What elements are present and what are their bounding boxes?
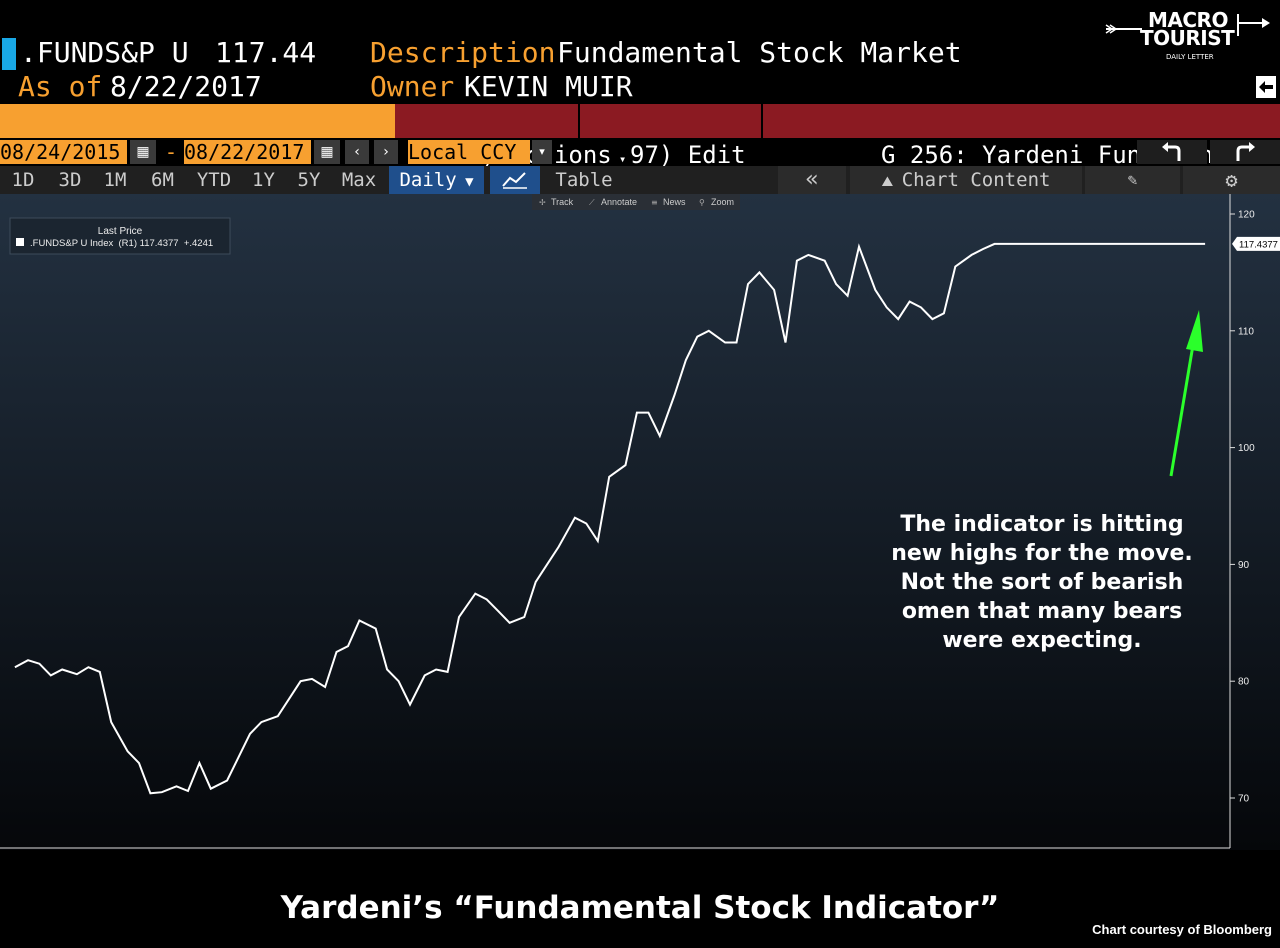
annotation-line: new highs for the move. (891, 541, 1193, 566)
edit-pencil-icon[interactable]: ✎ (1085, 166, 1180, 194)
calendar-start-icon[interactable]: ▦ (130, 140, 156, 164)
toolbar-row-2: 08/24/2015 ▦ - 08/22/2017 ▦ ‹ › Local CC… (0, 138, 1280, 166)
logo-line2: TOURIST (1140, 26, 1235, 50)
end-date-input[interactable]: 08/22/2017 (184, 140, 311, 164)
mini-tool-news: News (663, 197, 686, 207)
ticker-marker (2, 38, 16, 70)
y-tick-label: 120 (1238, 210, 1255, 221)
security-header: .FUNDS&P U 117.44 Description Fundamenta… (0, 0, 1280, 104)
mini-tool-zoom-icon: ⚲ (699, 198, 705, 207)
asof-label: As of (18, 70, 103, 103)
annotation-line: The indicator is hitting (900, 512, 1183, 537)
series-line (14, 242, 1206, 795)
annotation-arrow (1169, 310, 1203, 477)
footer-title: Yardeni’s “Fundamental Stock Indicator” (280, 890, 1000, 926)
mini-toolbar-bg (532, 194, 740, 210)
range-tab-1m[interactable]: 1M (103, 169, 127, 191)
mini-tool-annotate-icon: ⟋ (589, 198, 595, 207)
toolbar-row-1: .FUNDS&P U Index 96) Actions ▾ 97) Edit … (0, 104, 1280, 203)
chevron-left-icon[interactable]: ‹ (345, 140, 369, 164)
graph-title-field[interactable]: G 256: Yardeni Fundamental % (763, 104, 1280, 203)
annotation-line: omen that many bears (902, 599, 1182, 624)
legend-title: Last Price (98, 226, 143, 237)
chart-content-icon: ⛰ (881, 174, 902, 190)
start-date-input[interactable]: 08/24/2015 (0, 140, 127, 164)
actions-caret-icon: ▾ (612, 152, 626, 166)
range-tab-1d[interactable]: 1D (11, 169, 35, 191)
y-axis: 70 80 90 100 110 120 (1230, 210, 1255, 805)
chart-content-button[interactable]: ⛰ Chart Content (850, 166, 1082, 194)
last-price-tag-bg (1232, 236, 1280, 251)
annotation-line: were expecting. (942, 628, 1141, 653)
annotation-line: Not the sort of bearish (901, 570, 1184, 595)
actions-menu[interactable]: 96) Actions ▾ (395, 104, 626, 169)
table-label: Table (555, 169, 613, 191)
arrow-right-icon (1237, 14, 1270, 36)
asof-value: 8/22/2017 (110, 70, 262, 103)
range-tab-max[interactable]: Max (341, 169, 377, 191)
last-value: 117.44 (215, 36, 317, 69)
range-tab-5y[interactable]: 5Y (297, 169, 321, 191)
owner-label: Owner (370, 70, 455, 103)
logo-sub: DAILY LETTER (1166, 53, 1214, 61)
line-chart-icon[interactable] (490, 166, 540, 194)
edit-label: 97) Edit (630, 141, 746, 169)
frequency-value: Daily (399, 169, 457, 191)
range-tab-3d[interactable]: 3D (58, 169, 82, 191)
chart-content-label: Chart Content (901, 169, 1051, 191)
frequency-caret-icon: ▼ (456, 174, 474, 190)
frequency-select[interactable]: Daily ▼ (389, 166, 484, 194)
last-price-tag: 117.4377 (1232, 236, 1280, 251)
mini-tool-zoom: Zoom (711, 197, 734, 207)
currency-select[interactable]: Local CCY (408, 140, 530, 164)
arrow-left-icon (1105, 24, 1142, 34)
range-tab-ytd[interactable]: YTD (196, 169, 232, 191)
legend-box: Last Price .FUNDS&P U Index (R1) 117.437… (9, 217, 231, 255)
table-tab[interactable]: Table (548, 166, 620, 194)
edit-menu[interactable]: 97) Edit ▾ (580, 104, 761, 196)
owner-value: KEVIN MUIR (464, 70, 633, 103)
date-range-dash: - (167, 140, 175, 164)
y-tick-label: 70 (1238, 794, 1250, 805)
footer: Yardeni’s “Fundamental Stock Indicator” … (0, 880, 1280, 948)
y-tick-label: 80 (1238, 677, 1250, 688)
toolbar-row-3: 1D 3D 1M 6M YTD 1Y 5Y Max Daily ▼ Table « ⛰ Cha… (0, 166, 1280, 194)
security-field[interactable]: .FUNDS&P U Index (0, 104, 395, 169)
annotation-text: The indicator is hitting new highs for th… (891, 512, 1193, 653)
ticker[interactable]: .FUNDS&P U (20, 36, 189, 69)
mini-tool-track-icon: ✢ (539, 198, 546, 207)
mini-tool-news-icon: ≡ (651, 198, 658, 207)
description-label: Description (370, 36, 556, 69)
legend-entry: .FUNDS&P U Index (R1) 117.4377 +.4241 (30, 238, 213, 249)
legend-swatch (16, 238, 24, 246)
settings-gear-icon[interactable]: ⚙ (1183, 166, 1280, 194)
chart-mini-toolbar: ✢ Track ⟋ Annotate ≡ News ⚲ Zoom (532, 194, 740, 210)
macro-tourist-logo: MACRO TOURIST DAILY LETTER (1104, 8, 1274, 74)
footer-credit: Chart courtesy of Bloomberg (1092, 922, 1272, 937)
range-tab-6m[interactable]: 6M (151, 169, 174, 191)
y-tick-label: 100 (1238, 443, 1255, 454)
logo-line1: MACRO (1148, 8, 1228, 32)
exit-icon[interactable] (1255, 75, 1277, 99)
undo-icon[interactable] (1137, 140, 1207, 164)
currency-value: Local CCY (408, 140, 517, 164)
description-value: Fundamental Stock Market (557, 36, 962, 69)
end-date: 08/22/2017 (184, 140, 305, 164)
currency-dropdown-icon[interactable]: ▾ (532, 140, 552, 164)
last-price-tag-label: 117.4377 (1239, 239, 1278, 250)
collapse-icon[interactable]: « (778, 166, 846, 194)
redo-icon[interactable] (1210, 140, 1280, 164)
range-tab-1y[interactable]: 1Y (252, 169, 275, 191)
y-tick-label: 90 (1238, 560, 1250, 571)
price-chart: ✢ Track ⟋ Annotate ≡ News ⚲ Zoom 70 80 90 100 110 12… (0, 194, 1280, 850)
calendar-end-icon[interactable]: ▦ (314, 140, 340, 164)
mini-tool-track: Track (551, 197, 574, 207)
start-date: 08/24/2015 (0, 140, 121, 164)
chevron-right-icon[interactable]: › (374, 140, 398, 164)
chart-background (0, 194, 1280, 850)
mini-tool-annotate: Annotate (601, 197, 637, 207)
y-tick-label: 110 (1238, 326, 1254, 337)
